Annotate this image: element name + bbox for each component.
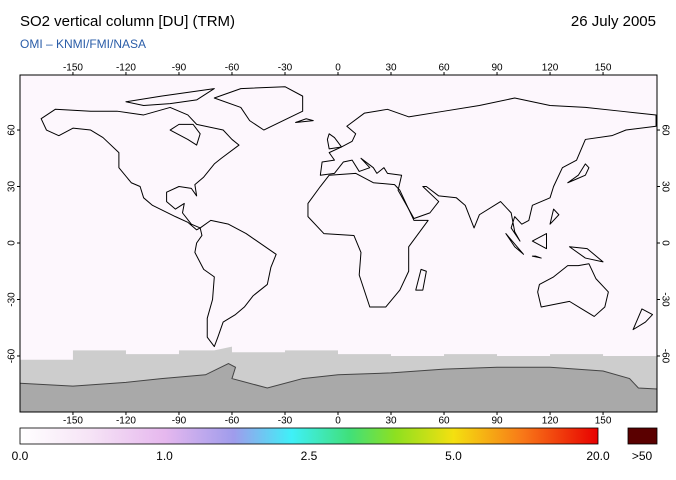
lon-tick-label-bottom: -60: [225, 416, 240, 427]
lon-tick-label-top: 90: [491, 63, 503, 74]
title: SO2 vertical column [DU] (TRM): [20, 13, 235, 30]
lon-tick-label-bottom: -120: [116, 416, 136, 427]
lon-tick-label-top: -120: [116, 63, 136, 74]
lon-tick-label-bottom: -90: [172, 416, 187, 427]
lat-tick-label-left: 60: [7, 124, 18, 136]
lon-tick-label-bottom: -30: [278, 416, 293, 427]
lon-tick-label-top: -30: [278, 63, 293, 74]
lon-tick-label-bottom: 0: [335, 416, 341, 427]
lon-tick-label-bottom: 60: [438, 416, 450, 427]
colorbar-label: 20.0: [586, 449, 610, 463]
colorbar-overflow: [627, 427, 658, 445]
lon-tick-label-bottom: 120: [542, 416, 559, 427]
lon-tick-label-bottom: 90: [491, 416, 503, 427]
date: 26 July 2005: [571, 13, 656, 30]
lon-tick-label-bottom: -150: [63, 416, 83, 427]
lat-tick-label-right: 0: [659, 240, 670, 246]
lon-tick-label-bottom: 30: [385, 416, 397, 427]
lat-tick-label-right: 60: [659, 124, 670, 136]
lat-tick-label-left: 30: [7, 181, 18, 193]
lon-tick-label-top: -60: [225, 63, 240, 74]
lat-tick-label-left: 0: [7, 240, 18, 246]
subtitle: OMI – KNMI/FMI/NASA: [20, 37, 146, 51]
lon-tick-label-bottom: 150: [595, 416, 612, 427]
lon-tick-label-top: -150: [63, 63, 83, 74]
colorbar: [19, 427, 599, 445]
lon-tick-label-top: 60: [438, 63, 450, 74]
colorbar-label: 0.0: [12, 449, 29, 463]
colorbar-label: 1.0: [156, 449, 173, 463]
lon-tick-label-top: 150: [595, 63, 612, 74]
colorbar-label: 5.0: [445, 449, 462, 463]
lat-tick-label-left: -60: [7, 348, 18, 363]
lat-tick-label-left: -30: [7, 292, 18, 307]
lat-tick-label-right: 30: [659, 181, 670, 193]
lon-tick-label-top: 0: [335, 63, 341, 74]
lon-tick-label-top: 120: [542, 63, 559, 74]
lon-tick-label-top: 30: [385, 63, 397, 74]
lon-tick-label-top: -90: [172, 63, 187, 74]
lat-tick-label-right: -30: [659, 292, 670, 307]
map: [20, 75, 657, 412]
colorbar-label: 2.5: [301, 449, 318, 463]
lat-tick-label-right: -60: [659, 349, 670, 364]
colorbar-overflow-label: >50: [632, 449, 653, 463]
